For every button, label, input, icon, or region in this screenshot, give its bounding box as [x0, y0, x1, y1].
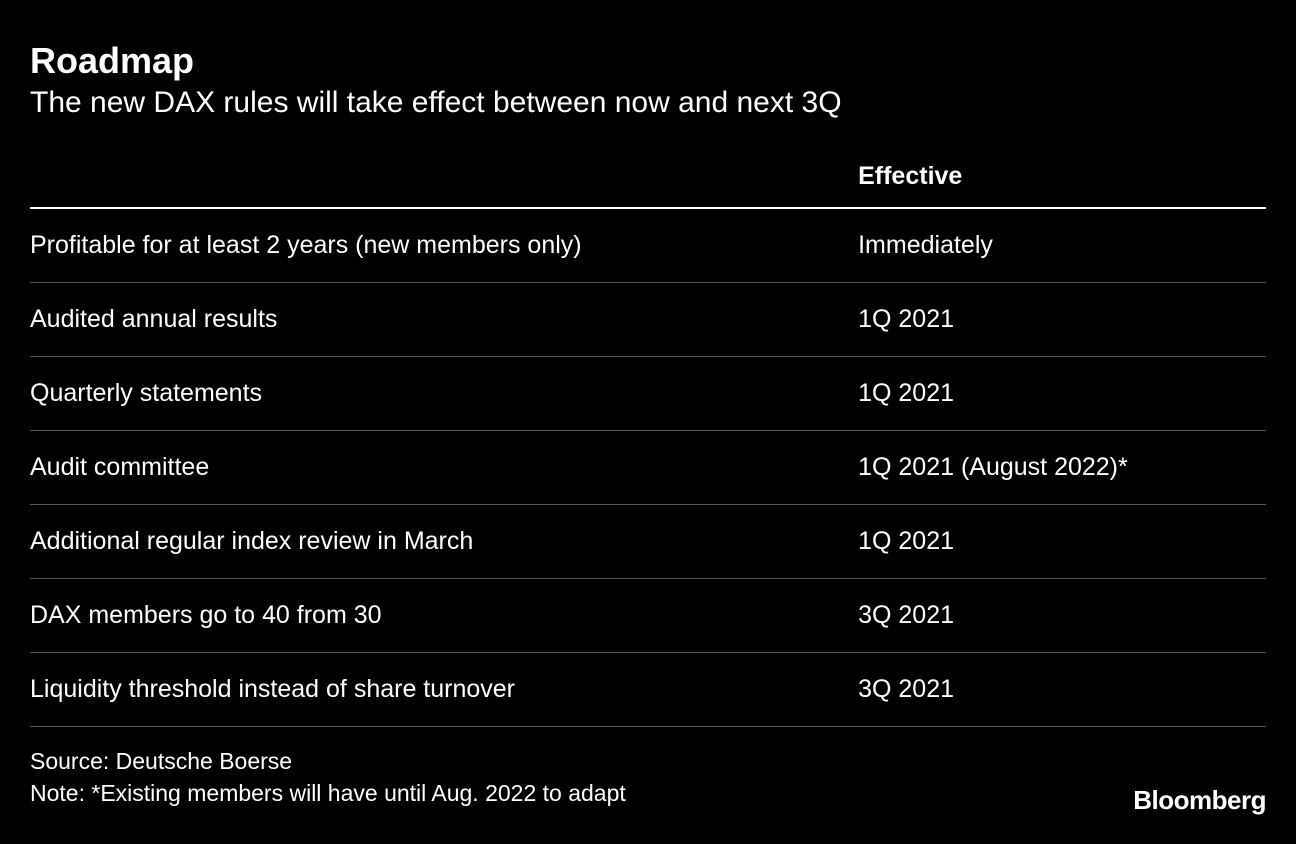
cell-effective: Immediately: [858, 208, 1266, 283]
cell-effective: 1Q 2021: [858, 357, 1266, 431]
roadmap-table: Effective Profitable for at least 2 year…: [30, 150, 1266, 727]
page-subtitle: The new DAX rules will take effect betwe…: [30, 86, 1266, 120]
table-row: Quarterly statements 1Q 2021: [30, 357, 1266, 431]
footer: Source: Deutsche Boerse Note: *Existing …: [30, 745, 1266, 809]
table-row: Additional regular index review in March…: [30, 505, 1266, 579]
table-row: Profitable for at least 2 years (new mem…: [30, 208, 1266, 283]
cell-effective: 3Q 2021: [858, 579, 1266, 653]
table-header-row: Effective: [30, 150, 1266, 208]
cell-rule: Audited annual results: [30, 283, 858, 357]
brand-logo: Bloomberg: [1133, 785, 1266, 816]
cell-rule: Profitable for at least 2 years (new mem…: [30, 208, 858, 283]
page-title: Roadmap: [30, 40, 1266, 82]
column-header-effective: Effective: [858, 150, 1266, 208]
cell-effective: 1Q 2021: [858, 505, 1266, 579]
cell-rule: Audit committee: [30, 431, 858, 505]
cell-effective: 1Q 2021 (August 2022)*: [858, 431, 1266, 505]
table-row: Audited annual results 1Q 2021: [30, 283, 1266, 357]
cell-rule: Additional regular index review in March: [30, 505, 858, 579]
table-row: Audit committee 1Q 2021 (August 2022)*: [30, 431, 1266, 505]
note-text: Note: *Existing members will have until …: [30, 777, 1266, 809]
cell-rule: Quarterly statements: [30, 357, 858, 431]
column-header-rule: [30, 150, 858, 208]
cell-rule: Liquidity threshold instead of share tur…: [30, 653, 858, 727]
cell-effective: 3Q 2021: [858, 653, 1266, 727]
cell-rule: DAX members go to 40 from 30: [30, 579, 858, 653]
source-text: Source: Deutsche Boerse: [30, 745, 1266, 777]
cell-effective: 1Q 2021: [858, 283, 1266, 357]
table-row: Liquidity threshold instead of share tur…: [30, 653, 1266, 727]
table-row: DAX members go to 40 from 30 3Q 2021: [30, 579, 1266, 653]
